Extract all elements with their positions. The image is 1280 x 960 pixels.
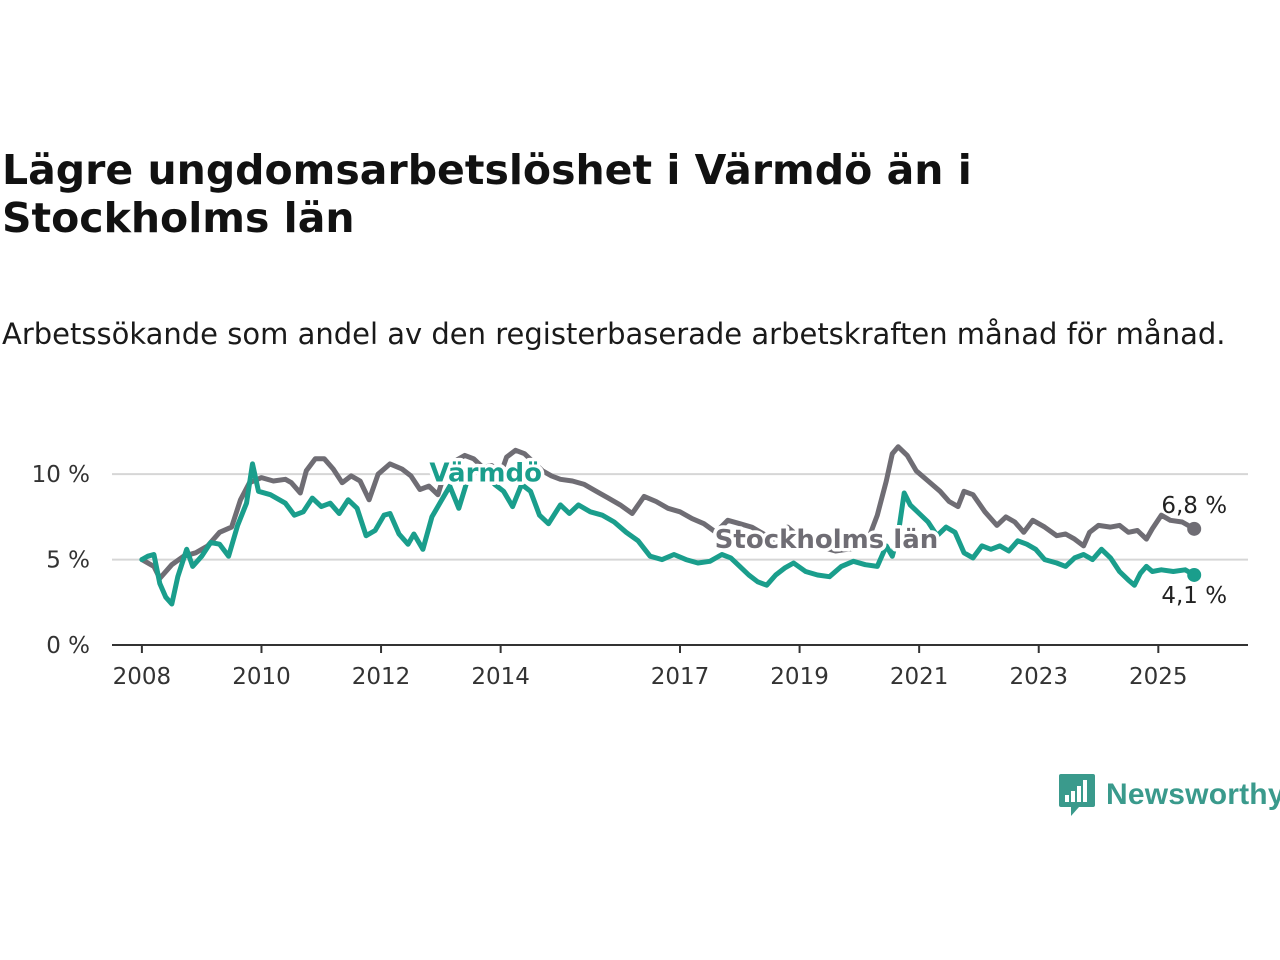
gridlines: 0 % 5 % 10 % — [32, 462, 1248, 659]
series-name-label: Värmdö — [429, 458, 542, 488]
x-tick-label: 2023 — [1009, 664, 1068, 690]
series-line — [139, 461, 1197, 607]
brand-logo: Newsworthy — [1058, 772, 1280, 818]
x-tick-label: 2019 — [770, 664, 829, 690]
x-tick-label: 2010 — [232, 664, 291, 690]
x-tick-label: 2008 — [113, 664, 172, 690]
y-tick-label: 10 % — [32, 462, 90, 488]
x-tick-label: 2017 — [651, 664, 710, 690]
series-end-label: 6,8 % — [1161, 493, 1227, 519]
series-end-label: 4,1 % — [1161, 583, 1227, 609]
series-label-halo: Stockholms län — [715, 525, 939, 555]
chart-subtitle: Arbetssökande som andel av den registerb… — [2, 317, 1226, 351]
series-end-point — [1187, 567, 1202, 582]
series-name-label: Stockholms län — [715, 525, 939, 555]
brand-name: Newsworthy — [1106, 778, 1280, 811]
series-end-point — [1187, 521, 1202, 536]
x-tick-label: 2021 — [890, 664, 949, 690]
series-line — [139, 444, 1197, 581]
y-tick-label: 0 % — [46, 633, 90, 659]
x-tick-label: 2012 — [352, 664, 411, 690]
x-axis: 2008 2010 2012 2014 2017 2019 2021 2023 2025 — [112, 644, 1248, 690]
series-lines — [139, 444, 1197, 607]
newsworthy-logo-icon — [1059, 774, 1095, 816]
x-tick-label: 2014 — [471, 664, 530, 690]
chart-title: Lägre ungdomsarbetslöshet i Värmdö än i … — [2, 146, 972, 242]
line-chart: 0 %5 %10 % 2008 2010 2012 2014 2017 2019 2021 2… — [32, 444, 1248, 690]
x-tick-label: 2025 — [1129, 664, 1188, 690]
series-label-halo: Värmdö — [429, 458, 542, 488]
y-tick-label: 5 % — [46, 548, 90, 574]
